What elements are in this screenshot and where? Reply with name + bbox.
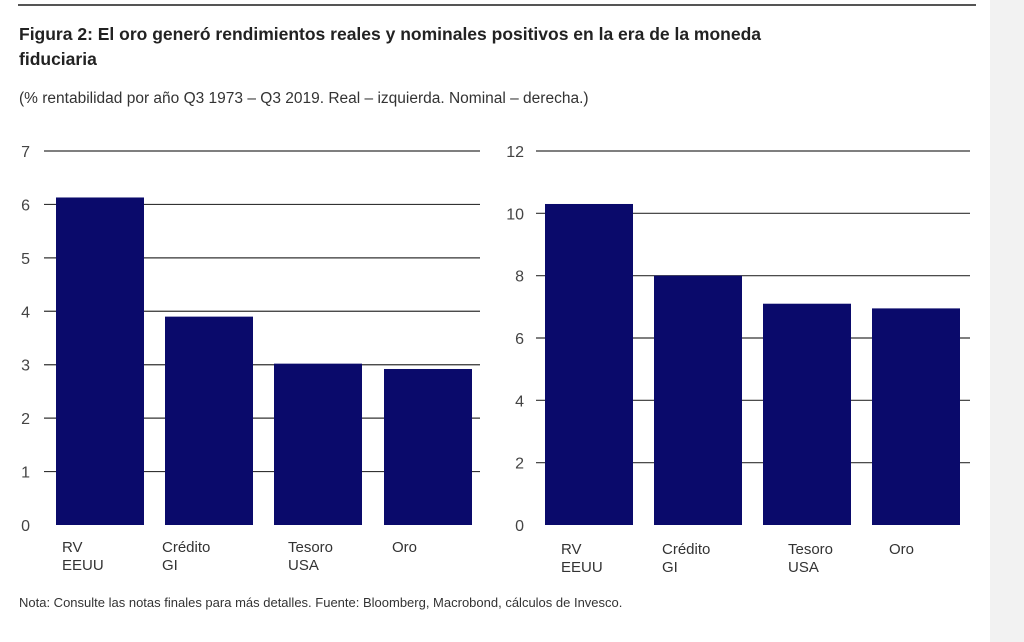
y-tick-label: 2: [515, 456, 524, 473]
y-tick-label: 0: [515, 518, 524, 535]
x-category-label: RV EEUU: [62, 539, 104, 574]
figure-subtitle: (% rentabilidad por año Q3 1973 – Q3 201…: [19, 90, 589, 107]
y-tick-label: 10: [506, 206, 524, 223]
y-tick-label: 2: [21, 411, 30, 428]
bar: [56, 197, 144, 526]
y-tick-label: 5: [21, 251, 30, 268]
y-tick-label: 6: [515, 331, 524, 348]
bar: [763, 303, 851, 525]
nominal-returns-chart: 0 2 4 6 8 10 12 RV EEUU Crédito GI Tesoro USA Oro: [506, 144, 970, 576]
y-tick-label: 0: [21, 518, 30, 535]
y-tick-label: 6: [21, 197, 30, 214]
top-rule: [18, 4, 976, 6]
x-category-label: Tesoro USA: [288, 539, 333, 574]
y-tick-label: 4: [21, 304, 30, 321]
x-category-label: Oro: [889, 541, 914, 558]
y-tick-label: 4: [515, 393, 524, 410]
x-category-label: Crédito GI: [162, 539, 210, 574]
y-tick-label: 1: [21, 465, 30, 482]
y-tick-label: 7: [21, 144, 30, 161]
x-category-label: RV EEUU: [561, 541, 603, 576]
bar: [545, 203, 633, 525]
x-category-label: Crédito GI: [662, 541, 710, 576]
page-edge: [990, 0, 1024, 642]
x-category-label: Oro: [392, 539, 417, 556]
y-tick-label: 3: [21, 358, 30, 375]
y-tick-label: 8: [515, 269, 524, 286]
figure-title: Figura 2: El oro generó rendimientos rea…: [19, 24, 762, 69]
source-note: Nota: Consulte las notas finales para má…: [19, 595, 623, 610]
bar: [872, 308, 960, 525]
real-returns-chart: 0 1 2 3 4 5 6 7 RV EEUU Crédito GI Tesoro USA Oro: [21, 144, 480, 574]
y-tick-label: 12: [506, 144, 524, 161]
x-category-label: Tesoro USA: [788, 541, 833, 576]
bar: [274, 363, 362, 525]
bar: [165, 316, 253, 525]
bar: [384, 368, 472, 525]
bar: [654, 275, 742, 525]
